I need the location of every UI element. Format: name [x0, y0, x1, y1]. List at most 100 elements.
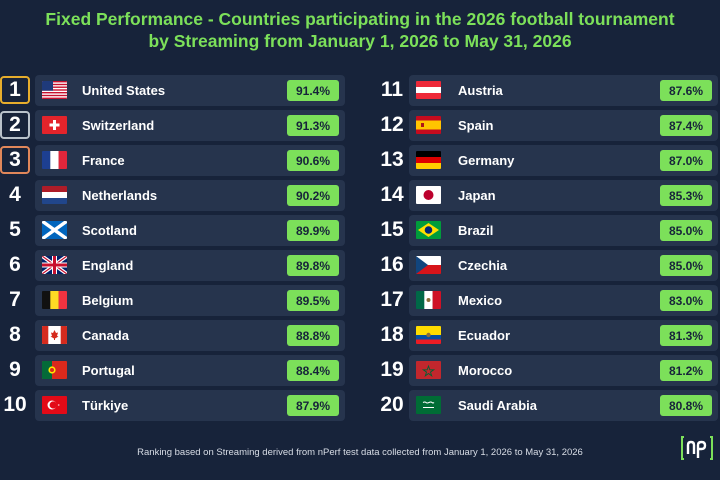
spain-flag-icon: [416, 116, 441, 134]
score-badge: 85.3%: [660, 185, 712, 206]
rank-number: 9: [9, 358, 21, 381]
country-card: United States 91.4%: [35, 75, 345, 106]
ranking-row: 2 Switzerland 91.3%: [0, 109, 345, 144]
belgium-flag-icon: [42, 291, 67, 309]
country-card: Türkiye 87.9%: [35, 390, 345, 421]
germany-flag-icon: [416, 151, 441, 169]
country-name: Germany: [458, 153, 515, 168]
ranking-row: 5 Scotland 89.9%: [0, 214, 345, 249]
ranking-row: 14 Japan 85.3%: [376, 179, 720, 214]
country-card: Austria 87.6%: [409, 75, 718, 106]
rank-number: 11: [380, 78, 404, 101]
country-card: England 89.8%: [35, 250, 345, 281]
score-badge: 87.6%: [660, 80, 712, 101]
country-card: Germany 87.0%: [409, 145, 718, 176]
japan-flag-icon: [416, 186, 441, 204]
rank-number: 20: [380, 393, 404, 416]
ranking-row: 16 Czechia 85.0%: [376, 249, 720, 284]
country-card: Brazil 85.0%: [409, 215, 718, 246]
country-name: Netherlands: [82, 188, 158, 203]
ranking-row: 6 England 89.8%: [0, 249, 345, 284]
country-name: England: [82, 258, 134, 273]
score-badge: 90.2%: [287, 185, 339, 206]
country-card: Japan 85.3%: [409, 180, 718, 211]
country-name: Brazil: [458, 223, 494, 238]
ranking-row: 20 Saudi Arabia 80.8%: [376, 389, 720, 424]
austria-flag-icon: [416, 81, 441, 99]
score-badge: 89.9%: [287, 220, 339, 241]
country-card: Portugal 88.4%: [35, 355, 345, 386]
score-badge: 89.5%: [287, 290, 339, 311]
rank-number: 8: [9, 323, 21, 346]
rank-number: 4: [9, 183, 21, 206]
country-name: United States: [82, 83, 166, 98]
score-badge: 90.6%: [287, 150, 339, 171]
country-name: Belgium: [82, 293, 134, 308]
country-card: Saudi Arabia 80.8%: [409, 390, 718, 421]
portugal-flag-icon: [42, 361, 67, 379]
ranking-row: 8 Canada 88.8%: [0, 319, 345, 354]
country-card: Switzerland 91.3%: [35, 110, 345, 141]
ranking-row: 17 Mexico 83.0%: [376, 284, 720, 319]
rank-number: 12: [380, 113, 404, 136]
country-card: Netherlands 90.2%: [35, 180, 345, 211]
country-card: France 90.6%: [35, 145, 345, 176]
country-card: Ecuador 81.3%: [409, 320, 718, 351]
rank-number: 5: [9, 218, 21, 241]
ranking-row: 9 Portugal 88.4%: [0, 354, 345, 389]
ranking-row: 10 Türkiye 87.9%: [0, 389, 345, 424]
country-name: Morocco: [458, 363, 513, 378]
score-badge: 88.8%: [287, 325, 339, 346]
country-name: France: [82, 153, 125, 168]
mexico-flag-icon: [416, 291, 441, 309]
country-name: Ecuador: [458, 328, 511, 343]
rank-number-bronze: 3: [0, 146, 30, 174]
score-badge: 91.3%: [287, 115, 339, 136]
rank-number: 18: [380, 323, 404, 346]
scotland-flag-icon: [42, 221, 67, 239]
rank-number-silver: 2: [0, 111, 30, 139]
country-name: Switzerland: [82, 118, 155, 133]
country-name: Saudi Arabia: [458, 398, 537, 413]
ecuador-flag-icon: [416, 326, 441, 344]
ranking-row: 12 Spain 87.4%: [376, 109, 720, 144]
country-card: Spain 87.4%: [409, 110, 718, 141]
switzerland-flag-icon: [42, 116, 67, 134]
ranking-row: 15 Brazil 85.0%: [376, 214, 720, 249]
france-flag-icon: [42, 151, 67, 169]
footer-note: Ranking based on Streaming derived from …: [137, 447, 583, 458]
ranking-row: 4 Netherlands 90.2%: [0, 179, 345, 214]
score-badge: 81.2%: [660, 360, 712, 381]
rank-number: 16: [380, 253, 404, 276]
uk-flag-icon: [42, 256, 67, 274]
us-flag-icon: [42, 81, 67, 99]
country-name: Japan: [458, 188, 496, 203]
score-badge: 85.0%: [660, 220, 712, 241]
czechia-flag-icon: [416, 256, 441, 274]
rank-number: 6: [9, 253, 21, 276]
nperf-logo-icon: [680, 434, 714, 462]
country-name: Spain: [458, 118, 494, 133]
morocco-flag-icon: [416, 361, 441, 379]
rank-number: 15: [380, 218, 404, 241]
ranking-row: 3 France 90.6%: [0, 144, 345, 179]
score-badge: 91.4%: [287, 80, 339, 101]
country-name: Mexico: [458, 293, 503, 308]
score-badge: 87.9%: [287, 395, 339, 416]
rank-number: 10: [3, 393, 27, 416]
ranking-row: 1 United States 91.4%: [0, 74, 345, 109]
country-card: Scotland 89.9%: [35, 215, 345, 246]
country-card: Czechia 85.0%: [409, 250, 718, 281]
score-badge: 80.8%: [660, 395, 712, 416]
rank-number-gold: 1: [0, 76, 30, 104]
ranking-row: 13 Germany 87.0%: [376, 144, 720, 179]
country-name: Canada: [82, 328, 129, 343]
netherlands-flag-icon: [42, 186, 67, 204]
rank-number: 13: [380, 148, 404, 171]
country-card: Belgium 89.5%: [35, 285, 345, 316]
brazil-flag-icon: [416, 221, 441, 239]
ranking-row: 18 Ecuador 81.3%: [376, 319, 720, 354]
ranking-row: 7 Belgium 89.5%: [0, 284, 345, 319]
country-card: Mexico 83.0%: [409, 285, 718, 316]
rank-number: 17: [380, 288, 404, 311]
